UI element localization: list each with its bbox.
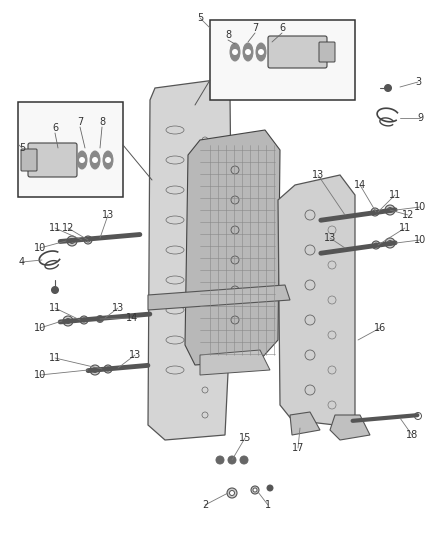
- Circle shape: [374, 243, 378, 247]
- Text: 14: 14: [126, 313, 138, 323]
- Circle shape: [267, 485, 273, 491]
- Circle shape: [63, 316, 73, 326]
- Text: 11: 11: [389, 190, 401, 200]
- Circle shape: [372, 241, 380, 249]
- Circle shape: [251, 486, 259, 494]
- Circle shape: [96, 316, 103, 322]
- FancyBboxPatch shape: [319, 42, 335, 62]
- Text: 8: 8: [99, 117, 105, 127]
- Circle shape: [245, 49, 251, 55]
- Circle shape: [388, 240, 392, 246]
- Circle shape: [253, 488, 257, 492]
- Text: 12: 12: [62, 223, 74, 233]
- Circle shape: [230, 490, 234, 496]
- Text: 11: 11: [49, 303, 61, 313]
- Circle shape: [371, 208, 379, 216]
- Circle shape: [227, 488, 237, 498]
- FancyBboxPatch shape: [268, 36, 327, 68]
- Text: 13: 13: [102, 210, 114, 220]
- Text: 5: 5: [197, 13, 203, 23]
- Circle shape: [104, 365, 112, 373]
- Circle shape: [385, 238, 395, 248]
- Ellipse shape: [230, 43, 240, 61]
- Text: 10: 10: [414, 202, 426, 212]
- Polygon shape: [185, 130, 280, 365]
- Circle shape: [82, 318, 86, 322]
- Text: 1: 1: [265, 500, 271, 510]
- Text: 10: 10: [34, 243, 46, 253]
- Circle shape: [216, 456, 224, 464]
- Text: 2: 2: [202, 500, 208, 510]
- Text: 11: 11: [49, 353, 61, 363]
- Circle shape: [240, 456, 248, 464]
- Circle shape: [70, 238, 74, 244]
- Circle shape: [258, 49, 264, 55]
- Text: 6: 6: [52, 123, 58, 133]
- Text: 12: 12: [402, 210, 414, 220]
- Text: 5: 5: [19, 143, 25, 153]
- Circle shape: [105, 157, 111, 163]
- Circle shape: [388, 207, 392, 213]
- Circle shape: [106, 367, 110, 371]
- Text: 6: 6: [279, 23, 285, 33]
- Circle shape: [385, 205, 395, 215]
- Text: 13: 13: [324, 233, 336, 243]
- Circle shape: [84, 236, 92, 244]
- Polygon shape: [148, 80, 232, 440]
- Ellipse shape: [103, 151, 113, 169]
- Circle shape: [79, 157, 85, 163]
- Text: 13: 13: [129, 350, 141, 360]
- Circle shape: [232, 49, 238, 55]
- Circle shape: [66, 319, 71, 324]
- FancyBboxPatch shape: [28, 143, 77, 177]
- Circle shape: [228, 456, 236, 464]
- Text: 11: 11: [399, 223, 411, 233]
- Circle shape: [52, 287, 59, 294]
- Circle shape: [373, 210, 377, 214]
- Text: 10: 10: [34, 370, 46, 380]
- Circle shape: [92, 367, 98, 373]
- Text: 9: 9: [417, 113, 423, 123]
- Text: 13: 13: [112, 303, 124, 313]
- Polygon shape: [148, 285, 290, 310]
- Circle shape: [80, 316, 88, 324]
- Text: 10: 10: [34, 323, 46, 333]
- Polygon shape: [290, 412, 320, 435]
- Bar: [210, 20, 355, 100]
- Circle shape: [67, 236, 77, 246]
- Circle shape: [86, 238, 90, 242]
- Text: 7: 7: [252, 23, 258, 33]
- Text: 7: 7: [77, 117, 83, 127]
- Text: 17: 17: [292, 443, 304, 453]
- Text: 16: 16: [374, 323, 386, 333]
- Text: 4: 4: [19, 257, 25, 267]
- Bar: [18, 102, 123, 197]
- Text: 10: 10: [414, 235, 426, 245]
- Circle shape: [90, 365, 100, 375]
- Text: 8: 8: [225, 30, 231, 40]
- Ellipse shape: [77, 151, 87, 169]
- Text: 15: 15: [239, 433, 251, 443]
- Text: 3: 3: [415, 77, 421, 87]
- Text: 13: 13: [312, 170, 324, 180]
- Text: 11: 11: [49, 223, 61, 233]
- Circle shape: [92, 157, 98, 163]
- Circle shape: [385, 85, 392, 92]
- Polygon shape: [330, 415, 370, 440]
- Text: 18: 18: [406, 430, 418, 440]
- Polygon shape: [200, 350, 270, 375]
- Ellipse shape: [243, 43, 253, 61]
- FancyBboxPatch shape: [21, 149, 37, 171]
- Text: 14: 14: [354, 180, 366, 190]
- Polygon shape: [278, 175, 355, 425]
- Ellipse shape: [90, 151, 100, 169]
- Ellipse shape: [256, 43, 266, 61]
